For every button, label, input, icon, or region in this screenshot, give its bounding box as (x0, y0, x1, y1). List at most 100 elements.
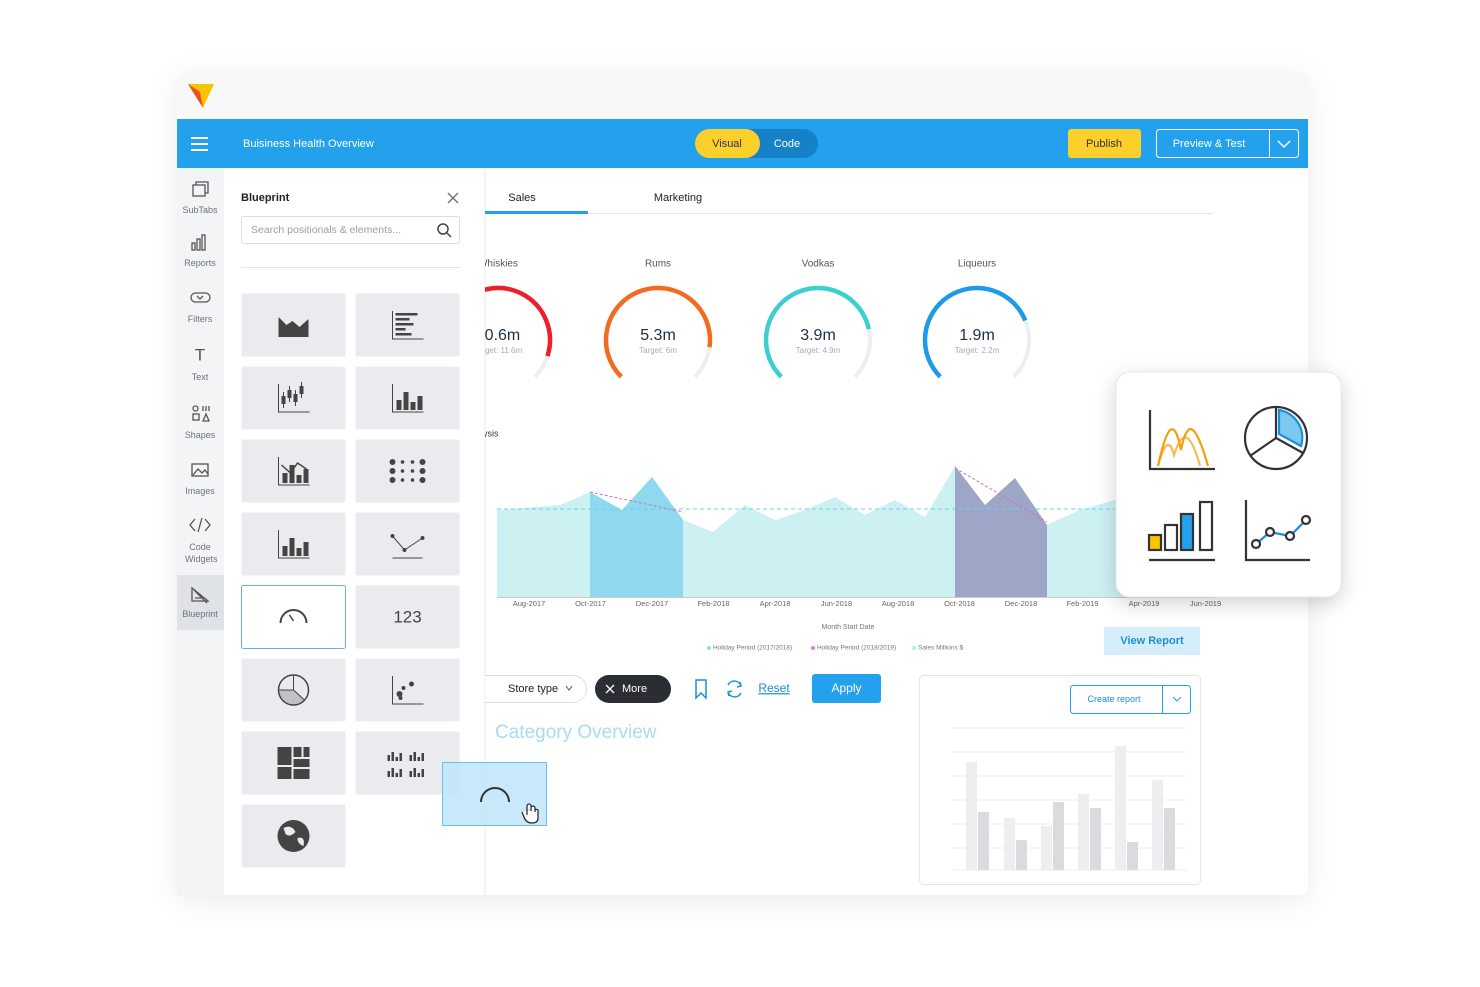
bar (417, 773, 420, 777)
view-report-label: View Report (1120, 635, 1184, 647)
sidebar-item[interactable]: Shapes (184, 430, 216, 440)
create-report-button[interactable] (1070, 685, 1191, 714)
slice (278, 675, 305, 701)
gauge-icon (480, 787, 510, 803)
bar (387, 771, 390, 777)
axis (392, 311, 424, 340)
dot (401, 686, 406, 690)
x-tick-label: Apr-2019 (1129, 599, 1160, 608)
bookmark-icon[interactable] (695, 679, 707, 700)
close-icon (605, 684, 615, 694)
cell (293, 759, 310, 767)
trend-line (589, 467, 1048, 523)
more-label: More (622, 683, 647, 695)
axis (278, 530, 310, 559)
publish-button[interactable] (1068, 129, 1141, 158)
x-tick-label: Feb-2019 (1066, 599, 1098, 608)
store-type-filter[interactable] (471, 675, 587, 703)
preview-button[interactable] (1156, 129, 1299, 158)
view-report-button[interactable] (1104, 627, 1200, 655)
text-icon: T (195, 345, 205, 364)
bar (417, 396, 423, 410)
dot (400, 478, 405, 482)
gauge-value: 3.9m (800, 327, 836, 344)
dropdown-icon[interactable] (1172, 696, 1182, 702)
apply-label: Apply (831, 681, 861, 695)
gauge-value: 10.6m (476, 327, 520, 344)
bar (395, 333, 412, 336)
bars (966, 746, 1175, 870)
sidebar-item[interactable]: Reports (184, 258, 216, 268)
x-tick-label: Apr-2018 (760, 599, 791, 608)
sidebar-item[interactable]: SubTabs (182, 205, 218, 215)
sidebar-item[interactable]: Text (191, 372, 209, 382)
top-bar (177, 72, 1308, 119)
dropdown-icon (565, 685, 573, 691)
bar (395, 773, 398, 777)
x-axis-title: Month Start Date (822, 624, 875, 631)
sidebar-item[interactable]: Images (185, 486, 215, 496)
x-tick-label: Oct-2017 (575, 599, 606, 608)
apply-button[interactable] (812, 674, 881, 703)
refresh-icon[interactable] (727, 680, 742, 698)
cursor (521, 803, 539, 824)
dot (400, 460, 405, 464)
bar (410, 402, 416, 410)
legend-label: Sales Millions $ (918, 645, 964, 652)
gauge-arc (922, 285, 1028, 379)
tab[interactable]: Sales (508, 192, 536, 204)
dot (419, 459, 426, 465)
bar (421, 753, 424, 761)
holiday-area (955, 466, 1047, 597)
gauge-value: 5.3m (640, 327, 676, 344)
globe (277, 820, 310, 852)
tile-icon (390, 534, 425, 559)
x-tick-label: Dec-2017 (636, 599, 669, 608)
tab[interactable]: Marketing (654, 192, 702, 204)
dot (419, 468, 426, 474)
number-tile-label: 123 (393, 607, 421, 626)
bar (289, 465, 295, 483)
axis (278, 384, 310, 413)
dot (419, 477, 426, 483)
tile-icon (277, 747, 310, 779)
x-tick-label: Aug-2018 (882, 599, 915, 608)
gauge-arc (603, 285, 713, 379)
header-title: Buisiness Health Overview (243, 138, 374, 150)
search-icon[interactable] (437, 223, 449, 235)
tile-icon (277, 820, 310, 852)
menu-icon[interactable] (191, 137, 208, 151)
gauge-label: Vodkas (802, 259, 835, 270)
close-icon[interactable] (447, 192, 459, 204)
mode-label: Code (774, 138, 800, 150)
search-box[interactable] (241, 216, 460, 244)
bar (421, 769, 424, 777)
sidebar-item[interactable]: Filters (187, 314, 213, 324)
icon-sidebar (177, 168, 224, 895)
filter-label: Store type (508, 683, 558, 695)
bar (409, 755, 412, 761)
more-button[interactable] (595, 675, 671, 703)
bar (399, 769, 402, 777)
bar (289, 538, 295, 556)
sidebar-item[interactable]: Blueprint (182, 609, 218, 619)
element-tile (355, 658, 460, 722)
preview-label: Preview & Test (1173, 138, 1246, 150)
tile-icon (277, 674, 310, 706)
tile-icon (392, 384, 424, 413)
bar (303, 542, 309, 556)
cell (277, 767, 292, 779)
bar (417, 757, 420, 761)
element-tile (355, 512, 460, 576)
sidebar-item[interactable]: Code Widgets (185, 542, 218, 564)
reset-link[interactable]: Reset (758, 681, 790, 695)
bar (395, 757, 398, 761)
bar (387, 755, 390, 761)
sidebar-icons (189, 181, 211, 604)
mode-visual[interactable] (695, 129, 760, 158)
needle (288, 614, 295, 622)
x-tick-label: Feb-2018 (697, 599, 729, 608)
bar (409, 771, 412, 777)
dropdown-icon[interactable] (1277, 140, 1291, 149)
